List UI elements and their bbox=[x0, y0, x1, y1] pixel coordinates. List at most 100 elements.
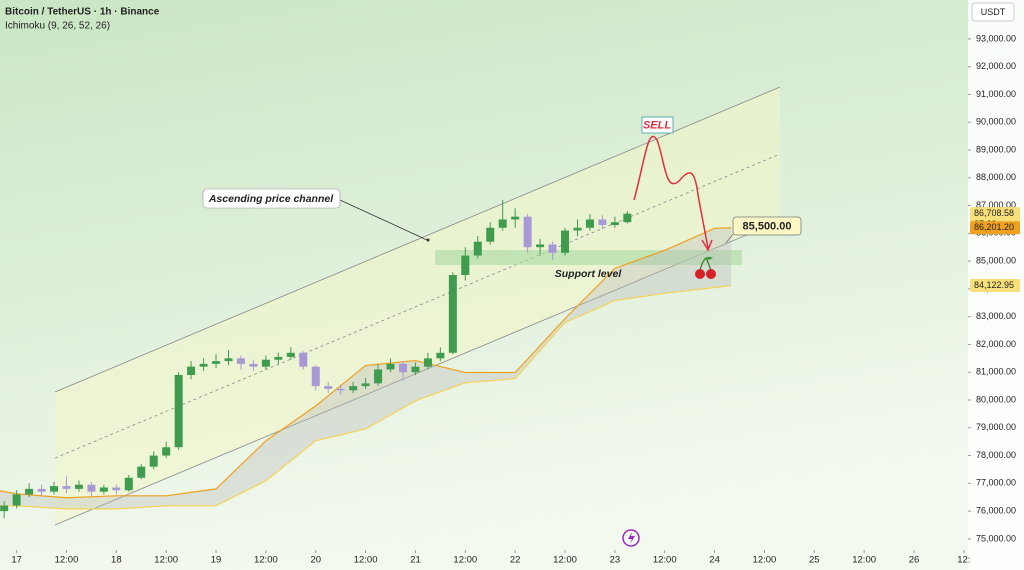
y-tick-label: 91,000.00 bbox=[976, 89, 1016, 99]
price-tag bbox=[970, 278, 1020, 292]
candle-body bbox=[12, 494, 21, 506]
candle-body bbox=[511, 216, 520, 220]
candle-body bbox=[374, 369, 383, 384]
candle-body bbox=[149, 455, 158, 467]
candle-body bbox=[423, 358, 432, 367]
y-tick-label: 85,000.00 bbox=[976, 255, 1016, 265]
y-tick-label: 92,000.00 bbox=[976, 61, 1016, 71]
y-tick-label: 89,000.00 bbox=[976, 144, 1016, 154]
candle-body bbox=[236, 358, 245, 364]
candle-body bbox=[199, 363, 208, 367]
arrow-head bbox=[701, 239, 713, 252]
x-tick-label: 21 bbox=[410, 555, 421, 566]
indicator-label: Ichimoku (9, 26, 52, 26) bbox=[5, 21, 110, 32]
candle-body bbox=[62, 486, 71, 489]
candle-body bbox=[473, 241, 482, 256]
candle-body bbox=[261, 359, 270, 367]
sell-path bbox=[633, 135, 709, 249]
x-tick-label: 12: bbox=[957, 555, 970, 566]
callout-line bbox=[339, 199, 428, 241]
candle-body bbox=[137, 466, 146, 478]
x-tick-label: 17 bbox=[11, 555, 22, 566]
channel-label: Ascending price channel bbox=[208, 193, 334, 205]
target-box bbox=[732, 216, 802, 236]
candle-body bbox=[536, 244, 545, 248]
x-tick-label: 18 bbox=[111, 555, 122, 566]
candle-body bbox=[74, 484, 83, 489]
x-tick-label: 25 bbox=[809, 555, 820, 566]
currency: USDT bbox=[981, 7, 1006, 17]
support-label: Support level bbox=[555, 268, 623, 280]
y-tick-label: 93,000.00 bbox=[976, 33, 1016, 43]
x-tick-label: 12:00 bbox=[753, 555, 777, 566]
logo-icon[interactable] bbox=[622, 529, 640, 547]
candle-body bbox=[286, 352, 295, 357]
candle-body bbox=[585, 219, 594, 228]
x-tick-label: 12:00 bbox=[254, 555, 278, 566]
channel-fill bbox=[55, 87, 780, 525]
y-tick-label: 79,000.00 bbox=[976, 422, 1016, 432]
x-tick-label: 12:00 bbox=[55, 555, 79, 566]
candle-body bbox=[349, 386, 358, 391]
plot bbox=[0, 200, 732, 519]
price-tag-label: 86,708.58 bbox=[974, 208, 1014, 218]
candle-body bbox=[561, 230, 570, 253]
candle-body bbox=[311, 366, 320, 387]
y-tick-label: 88,000.00 bbox=[976, 172, 1016, 182]
price-tag-label: 86,201.20 bbox=[974, 222, 1014, 232]
x-tick-label: 12:00 bbox=[553, 555, 577, 566]
candle-body bbox=[486, 227, 495, 242]
x-tick-label: 23 bbox=[610, 555, 621, 566]
cloud-fill bbox=[0, 227, 732, 509]
sell-label: SELL bbox=[643, 119, 671, 131]
y-tick-label: 75,000.00 bbox=[976, 533, 1016, 543]
candle-body bbox=[411, 366, 420, 373]
candle-body bbox=[398, 363, 407, 373]
price-tag bbox=[970, 221, 1020, 235]
candle-body bbox=[436, 352, 445, 359]
target-pointer bbox=[725, 233, 734, 244]
currency-box[interactable] bbox=[971, 2, 1015, 22]
y-tick-label: 81,000.00 bbox=[976, 367, 1016, 377]
y-tick-label: 90,000.00 bbox=[976, 117, 1016, 127]
cloud-line bbox=[0, 284, 732, 510]
channel-label-box bbox=[202, 188, 341, 209]
candle-body bbox=[548, 244, 557, 253]
candle-body bbox=[112, 487, 121, 491]
candle-body bbox=[610, 222, 619, 225]
candle-body bbox=[87, 484, 96, 492]
chart-title: Bitcoin / TetherUS · 1h · Binance bbox=[5, 7, 160, 18]
y-tick-label: 76,000.00 bbox=[976, 505, 1016, 515]
candle-body bbox=[598, 219, 607, 225]
candle-body bbox=[448, 275, 457, 353]
support-zone bbox=[435, 250, 742, 265]
candle-body bbox=[386, 363, 395, 370]
candle-body bbox=[336, 388, 345, 391]
cloud-line bbox=[0, 227, 732, 499]
candle-body bbox=[224, 358, 233, 362]
candle-body bbox=[187, 366, 196, 375]
x-tick-label: 12:00 bbox=[154, 555, 178, 566]
y-tick-label: 83,000.00 bbox=[976, 311, 1016, 321]
candle-body bbox=[99, 487, 108, 492]
x-tick-label: 19 bbox=[211, 555, 222, 566]
candle-body bbox=[299, 352, 308, 367]
candle-body bbox=[461, 255, 470, 275]
candle-body bbox=[523, 216, 532, 248]
target-label: 85,500.00 bbox=[743, 220, 792, 232]
y-tick-label: 87,000.00 bbox=[976, 200, 1016, 210]
x-tick-label: 12:00 bbox=[852, 555, 876, 566]
y-tick-label: 78,000.00 bbox=[976, 450, 1016, 460]
candle-body bbox=[249, 363, 258, 367]
candle-body bbox=[174, 375, 183, 448]
sell-box bbox=[641, 116, 674, 134]
y-tick-label: 80,000.00 bbox=[976, 394, 1016, 404]
candle-body bbox=[361, 383, 370, 387]
x-tick-label: 20 bbox=[310, 555, 321, 566]
y-tick-label: 77,000.00 bbox=[976, 478, 1016, 488]
price-tag-label: 84,122.95 bbox=[974, 280, 1014, 290]
candle-body bbox=[623, 213, 632, 223]
candle-body bbox=[212, 361, 221, 364]
